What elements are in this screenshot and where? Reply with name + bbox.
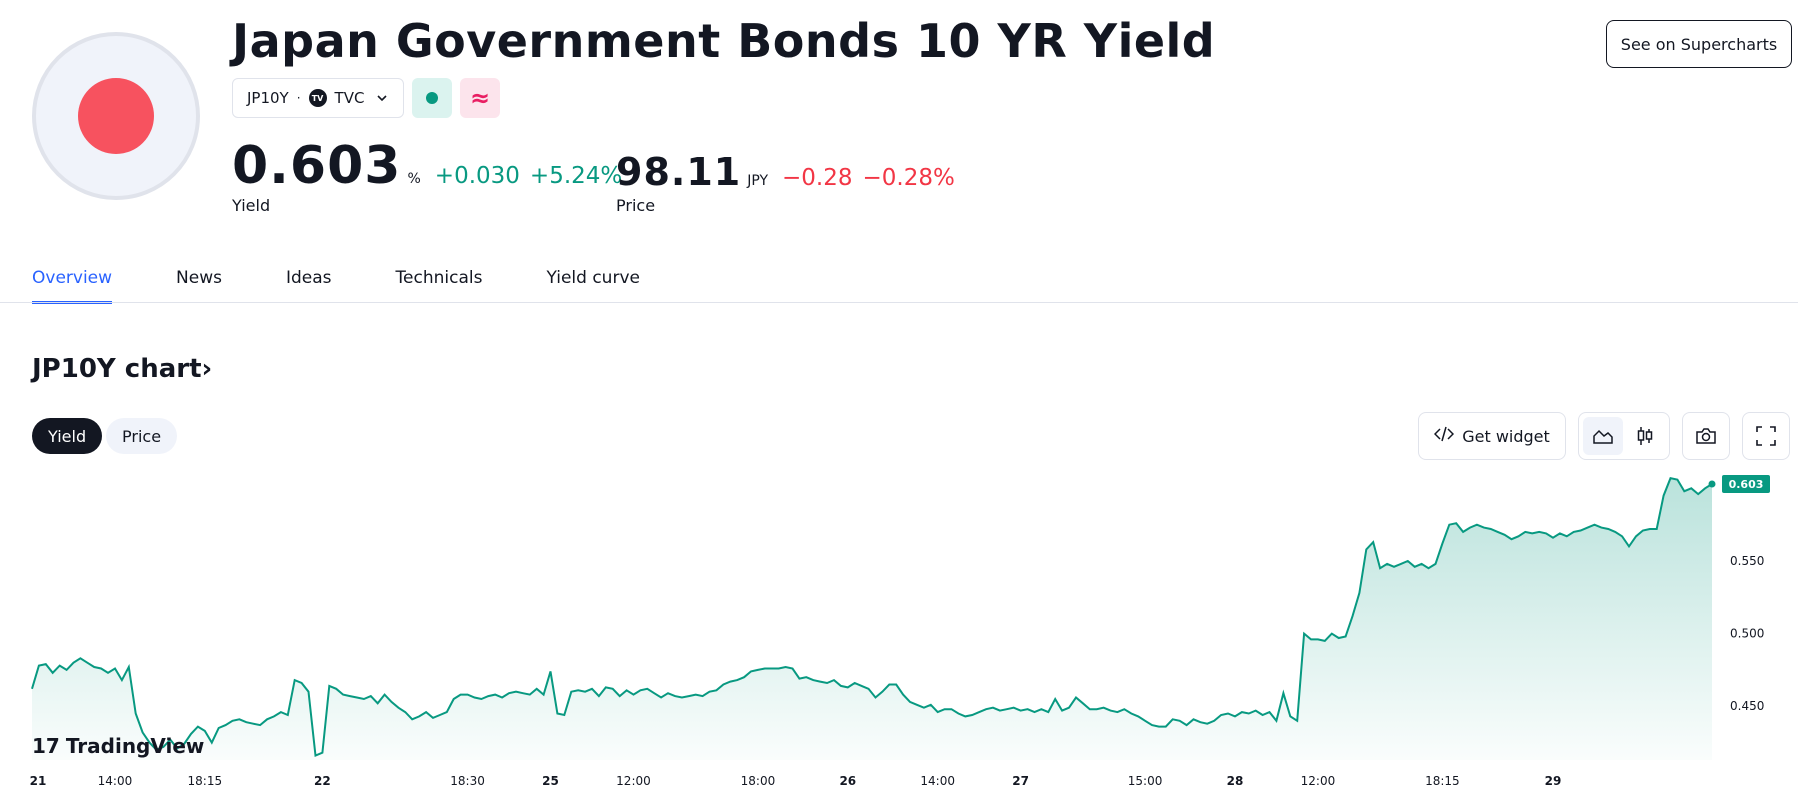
fullscreen-icon (1756, 426, 1776, 446)
fullscreen-button[interactable] (1742, 412, 1790, 460)
price-quote: 98.11 JPY −0.28 −0.28% (616, 150, 955, 194)
yield-chart[interactable]: 0.603 0.550 0.500 0.450 21 14:00 18:15 22 18:30… (0, 468, 1798, 798)
area-chart-icon (1593, 429, 1613, 444)
exchange-name: TVC (334, 89, 365, 107)
price-change: −0.28 (782, 165, 853, 191)
yield-label: Yield (232, 196, 271, 215)
price-label: Price (616, 196, 656, 215)
last-value-label: 0.603 (1729, 478, 1764, 491)
x-tick-label: 22 (314, 774, 331, 788)
price-value: 98.11 (616, 150, 742, 194)
x-tick-label: 18:30 (450, 774, 485, 788)
tab-technicals[interactable]: Technicals (395, 268, 483, 288)
x-tick-label: 12:00 (1301, 774, 1336, 788)
last-value-point (1708, 480, 1716, 488)
flag-red-disc (78, 78, 154, 154)
x-tick-label: 12:00 (616, 774, 651, 788)
chart-type-group (1578, 412, 1670, 460)
price-change-pct: −0.28% (862, 165, 955, 191)
toggle-price[interactable]: Price (106, 418, 178, 454)
symbol-selector[interactable]: JP10Y · TV TVC (232, 78, 404, 118)
x-tick-label: 29 (1545, 774, 1562, 788)
tradingview-watermark: 17 TradingView (32, 734, 204, 758)
candlestick-icon (1637, 427, 1653, 445)
yield-unit: % (407, 171, 421, 187)
tab-ideas[interactable]: Ideas (285, 268, 332, 288)
x-tick-label: 14:00 (920, 774, 955, 788)
chevron-right-icon: › (201, 354, 213, 384)
yield-value: 0.603 (232, 136, 402, 196)
see-on-supercharts-button[interactable]: See on Supercharts (1606, 20, 1792, 68)
toggle-yield[interactable]: Yield (32, 418, 103, 454)
exchange-logo-icon: TV (308, 89, 327, 107)
japan-flag-icon (32, 32, 200, 200)
chevron-down-icon (375, 91, 389, 105)
market-open-dot-icon (426, 92, 438, 104)
x-tick-label: 14:00 (98, 774, 133, 788)
symbol-separator: · (296, 91, 301, 105)
tradingview-logo-icon: 17 (32, 734, 60, 758)
yield-series-line (31, 477, 1713, 758)
tab-yield-curve[interactable]: Yield curve (546, 268, 640, 288)
tab-news[interactable]: News (176, 268, 222, 288)
tradingview-wordmark: TradingView (65, 734, 205, 758)
camera-icon (1696, 428, 1716, 444)
code-icon (1434, 426, 1455, 446)
yield-change: +0.030 (434, 163, 520, 189)
chart-title-text: JP10Y chart (32, 354, 202, 384)
page-title: Japan Government Bonds 10 YR Yield (232, 14, 1216, 68)
price-unit: JPY (747, 173, 769, 189)
x-tick-label: 21 (30, 774, 47, 788)
x-tick-label: 26 (839, 774, 856, 788)
delayed-icon: ≈ (469, 84, 491, 112)
x-tick-label: 25 (542, 774, 559, 788)
y-tick-label: 0.550 (1730, 554, 1764, 568)
x-tick-label: 28 (1227, 774, 1244, 788)
chart-title-link[interactable]: JP10Y chart› (32, 354, 212, 384)
yield-quote: 0.603 % +0.030 +5.24% (232, 136, 622, 196)
get-widget-button[interactable]: Get widget (1418, 412, 1566, 460)
tab-overview[interactable]: Overview (32, 268, 113, 304)
x-tick-label: 18:00 (741, 774, 776, 788)
yield-area-fill (32, 478, 1712, 760)
tab-bar: Overview News Ideas Technicals Yield cur… (32, 268, 704, 304)
symbol-ticker: JP10Y (247, 89, 289, 107)
y-tick-label: 0.500 (1730, 627, 1764, 641)
x-tick-label: 15:00 (1128, 774, 1163, 788)
x-tick-label: 18:15 (1425, 774, 1460, 788)
delayed-data-badge[interactable]: ≈ (460, 78, 500, 118)
last-value-badge (1722, 474, 1770, 493)
get-widget-label: Get widget (1462, 426, 1550, 446)
area-chart-button[interactable] (1583, 417, 1623, 455)
x-tick-label: 27 (1012, 774, 1029, 788)
tab-divider (0, 302, 1798, 303)
y-tick-label: 0.450 (1730, 699, 1764, 713)
yield-change-pct: +5.24% (529, 163, 623, 189)
market-status-badge[interactable] (412, 78, 452, 118)
candles-chart-button[interactable] (1625, 417, 1665, 455)
snapshot-button[interactable] (1682, 412, 1730, 460)
x-tick-label: 18:15 (188, 774, 223, 788)
